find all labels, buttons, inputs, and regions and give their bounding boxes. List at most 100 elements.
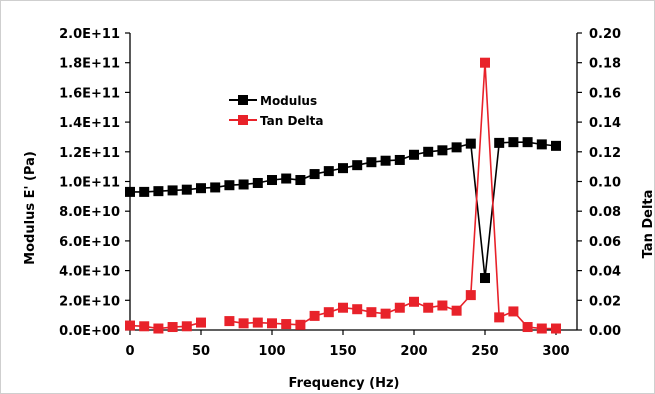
- series-tan-delta: [125, 57, 561, 334]
- y2-axis-title: Tan Delta: [641, 190, 655, 259]
- tan-delta-point: [508, 306, 519, 317]
- modulus-point: [167, 185, 178, 196]
- x-tick-label: 200: [400, 344, 427, 359]
- tan-delta-point: [409, 296, 419, 307]
- tan-delta-point: [338, 302, 348, 313]
- tan-delta-point: [394, 302, 405, 313]
- tan-delta-point: [522, 322, 533, 333]
- modulus-point: [423, 146, 434, 157]
- x-axis-title: Frequency (Hz): [289, 376, 400, 391]
- tan-delta-point: [465, 290, 476, 301]
- ticks: 0.0E+00 2.0E+10 4.0E+10 6.0E+10 8.0E+10 1.0E+…: [59, 27, 621, 359]
- modulus-point: [139, 186, 150, 197]
- tan-delta-point: [238, 318, 249, 329]
- modulus-point: [196, 183, 206, 194]
- tan-delta-point: [536, 323, 547, 334]
- x-tick-label: 300: [542, 344, 569, 359]
- y-tick-label: 4.0E+10: [59, 265, 120, 280]
- modulus-point: [281, 173, 292, 184]
- tan-delta-point: [366, 307, 377, 318]
- tan-delta-point: [437, 300, 448, 311]
- modulus-point: [352, 160, 363, 171]
- legend-item-modulus: Modulus: [229, 94, 317, 108]
- tan-delta-point: [380, 308, 391, 319]
- tan-delta-point: [153, 323, 164, 334]
- tan-delta-point: [281, 319, 292, 330]
- modulus-point: [394, 154, 405, 165]
- y2-tick-label: 0.20: [589, 27, 621, 42]
- y-tick-label: 1.0E+11: [59, 176, 120, 191]
- modulus-point: [366, 157, 377, 168]
- y-tick-label: 1.4E+11: [59, 116, 120, 131]
- legend: Modulus Tan Delta: [229, 94, 324, 128]
- x-tick-label: 50: [192, 344, 210, 359]
- modulus-point: [338, 163, 348, 174]
- modulus-point: [295, 175, 306, 186]
- y2-tick-label: 0.12: [589, 146, 621, 161]
- y2-tick-label: 0.00: [589, 324, 621, 339]
- series-modulus: [125, 137, 561, 284]
- tan-delta-point: [295, 319, 306, 330]
- modulus-point: [267, 175, 277, 186]
- y2-tick-label: 0.18: [589, 57, 621, 72]
- tan-delta-point: [181, 321, 192, 332]
- series: [125, 57, 561, 334]
- x-tick-label: 100: [258, 344, 285, 359]
- legend-marker-modulus: [238, 95, 248, 105]
- modulus-point: [522, 137, 533, 148]
- y-tick-label: 6.0E+10: [59, 235, 120, 250]
- y2-tick-label: 0.04: [589, 265, 621, 280]
- y2-tick-label: 0.10: [589, 176, 621, 191]
- modulus-point: [480, 273, 490, 284]
- x-tick-label: 0: [125, 344, 134, 359]
- tan-delta-point: [196, 317, 206, 328]
- x-tick-label: 250: [471, 344, 498, 359]
- tan-delta-point: [494, 312, 505, 323]
- y-tick-label: 1.2E+11: [59, 146, 120, 161]
- tan-delta-point: [267, 318, 277, 329]
- modulus-point: [494, 137, 505, 148]
- legend-marker-tan-delta: [238, 115, 248, 125]
- modulus-point: [437, 145, 448, 156]
- tan-delta-point: [139, 321, 150, 332]
- tan-delta-point: [551, 323, 561, 334]
- y-tick-label: 2.0E+11: [59, 27, 120, 42]
- tan-delta-point: [451, 305, 462, 316]
- modulus-point: [252, 177, 263, 188]
- y-tick-label: 0.0E+00: [59, 324, 120, 339]
- tan-delta-point: [252, 317, 263, 328]
- legend-item-tan-delta: Tan Delta: [229, 114, 324, 128]
- modulus-point: [224, 180, 235, 191]
- y-tick-label: 1.6E+11: [59, 86, 120, 101]
- y-tick-label: 8.0E+10: [59, 205, 120, 220]
- modulus-point: [465, 138, 476, 149]
- y-axis-title: Modulus E' (Pa): [23, 151, 38, 265]
- y-tick-label: 1.8E+11: [59, 57, 120, 72]
- modulus-point: [309, 169, 320, 180]
- modulus-point: [323, 166, 334, 177]
- modulus-point: [210, 182, 221, 193]
- x-tick-label: 150: [329, 344, 356, 359]
- modulus-point: [181, 184, 192, 195]
- tan-delta-point: [323, 307, 334, 318]
- tan-delta-point: [125, 320, 135, 331]
- y2-tick-label: 0.02: [589, 294, 621, 309]
- tan-delta-point: [309, 310, 320, 321]
- y2-tick-label: 0.08: [589, 205, 621, 220]
- y-tick-label: 2.0E+10: [59, 294, 120, 309]
- y2-tick-label: 0.14: [589, 116, 621, 131]
- legend-label-tan-delta: Tan Delta: [260, 114, 324, 128]
- modulus-point: [536, 139, 547, 150]
- y2-tick-label: 0.16: [589, 86, 621, 101]
- legend-label-modulus: Modulus: [260, 94, 317, 108]
- modulus-point: [238, 179, 249, 190]
- modulus-point: [508, 137, 519, 148]
- modulus-point: [125, 186, 135, 197]
- y2-tick-label: 0.06: [589, 235, 621, 250]
- modulus-point: [153, 186, 164, 197]
- tan-delta-point: [167, 322, 178, 333]
- tan-delta-point: [480, 57, 490, 68]
- modulus-point: [409, 149, 419, 160]
